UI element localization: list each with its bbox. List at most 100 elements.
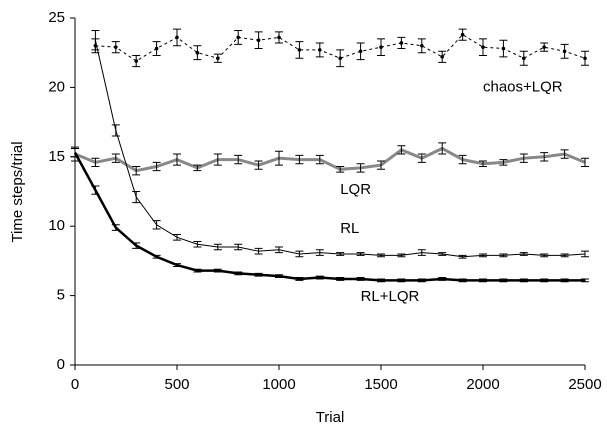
point — [175, 35, 179, 40]
error-bar — [111, 124, 120, 137]
point — [154, 46, 159, 51]
point — [297, 48, 302, 52]
error-bar — [234, 154, 243, 165]
error-bar — [132, 242, 141, 249]
error-bar — [417, 249, 426, 256]
error-bar — [336, 277, 345, 281]
error-bar — [581, 250, 589, 258]
point — [318, 48, 322, 52]
error-bar — [540, 152, 549, 162]
error-bar — [479, 160, 487, 168]
error-bar — [560, 149, 569, 159]
error-bar — [377, 278, 385, 283]
point — [562, 49, 567, 54]
error-bar — [193, 164, 202, 172]
y-tick-label: 20 — [48, 78, 65, 95]
point — [460, 32, 465, 37]
error-bar — [499, 159, 508, 166]
point — [256, 38, 261, 43]
error-bar — [91, 157, 100, 168]
x-tick-label: 1000 — [262, 376, 295, 393]
error-bar — [417, 278, 426, 283]
error-bar — [397, 253, 406, 258]
error-bar — [356, 163, 365, 173]
error-bar — [254, 247, 263, 255]
error-bar — [356, 252, 365, 256]
point — [114, 45, 118, 49]
point — [440, 55, 445, 59]
error-bar — [458, 254, 467, 259]
error-bar — [91, 29, 100, 51]
error-bar — [213, 243, 222, 251]
error-bar — [315, 154, 324, 165]
error-bar — [295, 277, 304, 281]
y-axis-label: Time steps/trial — [9, 141, 26, 242]
error-bar — [173, 153, 181, 166]
point — [277, 35, 281, 40]
error-bar — [132, 166, 141, 176]
error-bar — [458, 278, 467, 283]
error-bar — [499, 253, 508, 258]
x-tick-label: 0 — [71, 376, 79, 393]
error-bar — [356, 277, 365, 281]
error-bar — [540, 278, 549, 283]
error-bar — [499, 278, 508, 283]
error-bar — [397, 278, 406, 283]
error-bar — [111, 224, 120, 231]
series-line — [73, 152, 585, 282]
error-bar — [581, 157, 589, 168]
error-bar — [111, 153, 120, 163]
error-bar — [377, 253, 385, 258]
error-bar — [213, 268, 222, 273]
x-tick-label: 2000 — [466, 376, 499, 393]
error-bar — [479, 253, 487, 258]
error-bar — [213, 153, 222, 166]
error-bar — [173, 263, 181, 267]
error-bar — [315, 249, 324, 256]
error-bar — [479, 278, 487, 283]
error-bar — [152, 161, 161, 172]
point — [481, 45, 485, 49]
error-bar — [438, 252, 447, 256]
error-bar — [152, 220, 161, 230]
error-bar — [234, 271, 243, 276]
error-bar — [560, 278, 569, 283]
point — [134, 59, 138, 63]
error-bar — [234, 243, 243, 251]
y-tick-label: 15 — [48, 148, 65, 165]
error-bar — [295, 154, 304, 165]
x-tick-label: 500 — [164, 376, 189, 393]
error-bar — [519, 153, 528, 163]
point — [542, 45, 546, 49]
point — [583, 56, 587, 61]
point — [236, 35, 240, 40]
error-bar — [417, 153, 426, 163]
point — [338, 56, 343, 61]
error-bar — [275, 150, 283, 166]
error-bar — [519, 278, 528, 283]
point — [195, 50, 200, 55]
x-axis-label: Trial — [316, 409, 345, 426]
series-line — [74, 146, 586, 173]
x-tick-label: 1500 — [364, 376, 397, 393]
error-bar — [173, 234, 181, 241]
error-bar — [397, 145, 406, 155]
series-label: RL — [340, 220, 359, 237]
error-bar — [275, 274, 283, 279]
error-bar — [315, 275, 324, 280]
y-tick-label: 0 — [57, 356, 65, 373]
point — [358, 49, 363, 54]
error-bar — [152, 254, 161, 259]
error-bar — [254, 272, 263, 277]
error-bar — [458, 154, 467, 165]
y-tick-label: 10 — [48, 217, 65, 234]
point — [420, 43, 424, 48]
error-bar — [132, 191, 141, 204]
point — [501, 46, 506, 51]
error-bar — [540, 253, 549, 258]
y-tick-label: 5 — [57, 287, 65, 304]
error-bar — [71, 147, 79, 158]
error-bar — [91, 185, 100, 195]
error-bar — [438, 277, 447, 281]
